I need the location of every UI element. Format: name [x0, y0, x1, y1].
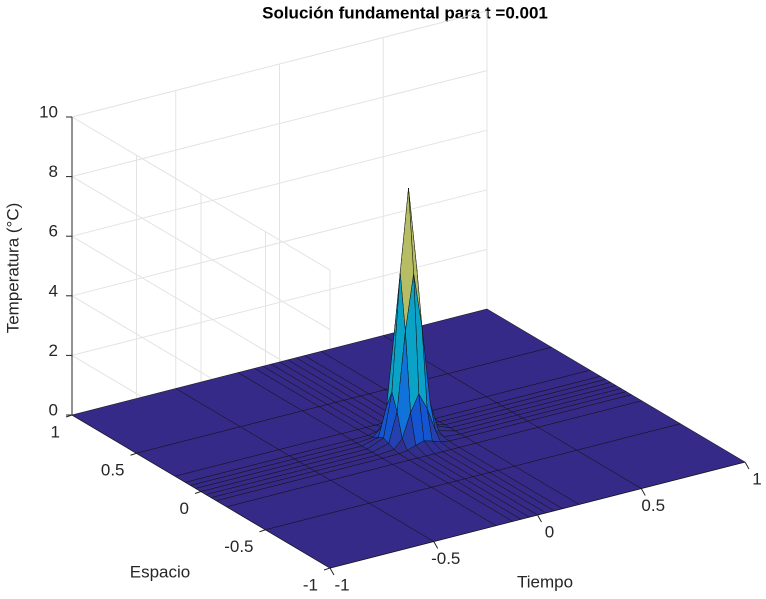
- x-tick-label: -1: [334, 575, 349, 594]
- x-axis-label: Tiempo: [517, 572, 573, 591]
- z-tick-label: 6: [49, 222, 58, 241]
- y-tick-label: 0: [180, 499, 189, 518]
- x-tick-label: 0.5: [641, 496, 665, 515]
- x-tick-label: 1: [752, 469, 761, 488]
- grid-line: [71, 189, 488, 297]
- grid-line: [71, 70, 488, 178]
- z-tick-label: 10: [39, 102, 58, 121]
- z-tick-label: 4: [49, 281, 58, 300]
- surface-patch: [264, 502, 435, 569]
- grid-line: [71, 248, 488, 356]
- z-tick-label: 8: [49, 162, 58, 181]
- y-tick-label: 0.5: [101, 461, 125, 480]
- z-tick-label: 2: [49, 341, 58, 360]
- y-tick-label: -1: [303, 575, 318, 594]
- tick-mark: [259, 529, 266, 533]
- tick-mark: [433, 541, 439, 549]
- x-tick-label: -0.5: [431, 549, 460, 568]
- tick-mark: [640, 488, 646, 496]
- tick-mark: [130, 452, 137, 456]
- tick-mark: [537, 514, 542, 523]
- tick-mark: [194, 491, 202, 494]
- z-tick-label: 0: [49, 400, 58, 419]
- grid-line: [71, 176, 331, 331]
- tick-mark: [323, 567, 331, 571]
- tick-mark: [329, 567, 335, 576]
- grid-line: [71, 10, 488, 118]
- chart-title: Solución fundamental para t =0.001: [262, 3, 548, 22]
- y-tick-label: -0.5: [224, 537, 253, 556]
- grid-line: [71, 116, 331, 271]
- z-axis-label: Temperatura (°C): [3, 203, 22, 334]
- y-tick-label: 1: [51, 422, 60, 441]
- x-tick-label: 0: [545, 522, 554, 541]
- tick-mark: [744, 461, 750, 470]
- y-axis-label: Espacio: [130, 562, 190, 581]
- grid-line: [71, 129, 488, 237]
